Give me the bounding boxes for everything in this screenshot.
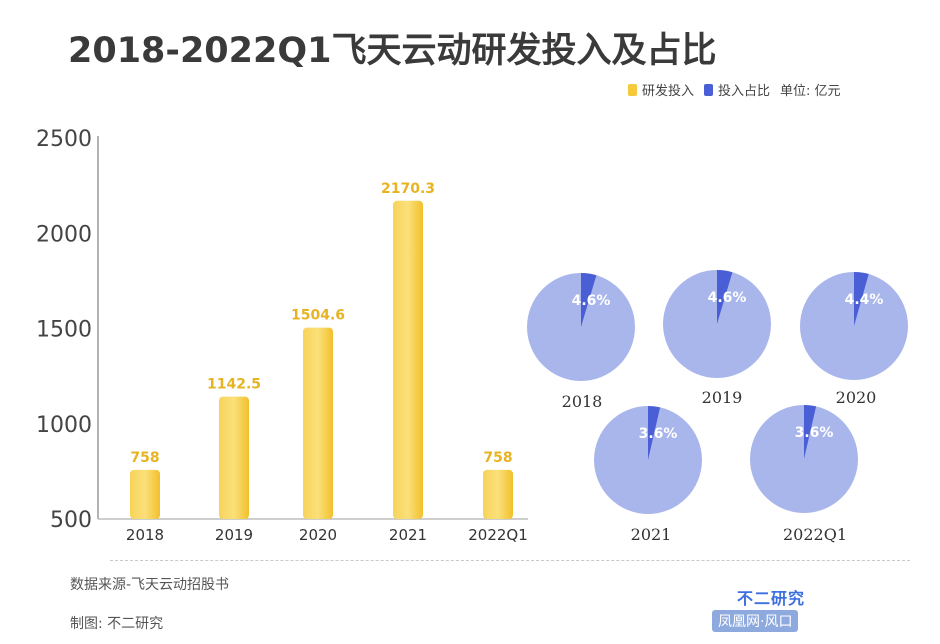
maker-note: 制图: 不二研究 xyxy=(70,616,164,632)
y-tick-label: 2000 xyxy=(36,222,92,247)
pie-slice-2021 xyxy=(648,406,661,460)
bar-value-label: 758 xyxy=(130,450,159,466)
legend-swatch-rd xyxy=(628,83,637,96)
bar-2022Q1 xyxy=(483,469,513,519)
pie-value-label: 4.6% xyxy=(572,293,611,309)
legend: 研发投入 投入占比 单位: 亿元 xyxy=(628,80,841,99)
x-tick-label: 2018 xyxy=(126,526,164,544)
pie-slice-2020 xyxy=(854,272,869,326)
x-tick-label: 2021 xyxy=(389,526,427,544)
pie-category-label: 2018 xyxy=(562,392,603,411)
pie-category-label: 2019 xyxy=(702,388,743,407)
bar-value-label: 1504.6 xyxy=(291,308,345,324)
bar-2021 xyxy=(393,200,423,519)
footer-divider xyxy=(110,560,910,561)
legend-item-ratio: 投入占比 xyxy=(704,80,770,99)
brand-logo: 不二研究 xyxy=(737,589,806,608)
pie-value-label: 3.6% xyxy=(795,425,834,441)
bar-2018 xyxy=(130,469,160,519)
bar-value-label: 758 xyxy=(483,450,512,466)
bar-2020 xyxy=(303,327,333,519)
pie-slice-2018 xyxy=(581,273,597,327)
bar-value-label: 2170.3 xyxy=(381,181,435,197)
bar-value-label: 1142.5 xyxy=(207,377,261,393)
x-tick-label: 2019 xyxy=(215,526,253,544)
pie-value-label: 3.6% xyxy=(639,426,678,442)
x-tick-label: 2022Q1 xyxy=(468,526,528,544)
legend-label-rd: 研发投入 xyxy=(642,84,695,99)
pie-slice-2022Q1 xyxy=(804,405,817,459)
page-title: 2018-2022Q1飞天云动研发投入及占比 xyxy=(68,31,717,71)
x-tick-label: 2020 xyxy=(299,526,337,544)
y-tick-label: 1500 xyxy=(36,318,92,343)
credit-watermark: 凤凰网·风口 xyxy=(712,610,799,632)
y-tick-label: 2500 xyxy=(36,127,92,152)
pie-value-label: 4.6% xyxy=(708,290,747,306)
bar-2019 xyxy=(219,396,249,519)
y-tick-label: 500 xyxy=(50,508,92,533)
pie-category-label: 2021 xyxy=(631,525,672,544)
legend-swatch-ratio xyxy=(704,83,714,96)
legend-label-ratio: 投入占比 xyxy=(718,84,771,99)
source-note: 数据来源-飞天云动招股书 xyxy=(70,577,230,593)
pie-category-label: 2022Q1 xyxy=(783,525,847,544)
unit-label: 单位: 亿元 xyxy=(780,84,841,99)
y-tick-label: 1000 xyxy=(36,413,92,438)
pie-value-label: 4.4% xyxy=(845,292,884,308)
pie-category-label: 2020 xyxy=(836,388,877,407)
legend-item-rd: 研发投入 xyxy=(628,80,694,99)
pie-slice-2019 xyxy=(717,270,733,324)
